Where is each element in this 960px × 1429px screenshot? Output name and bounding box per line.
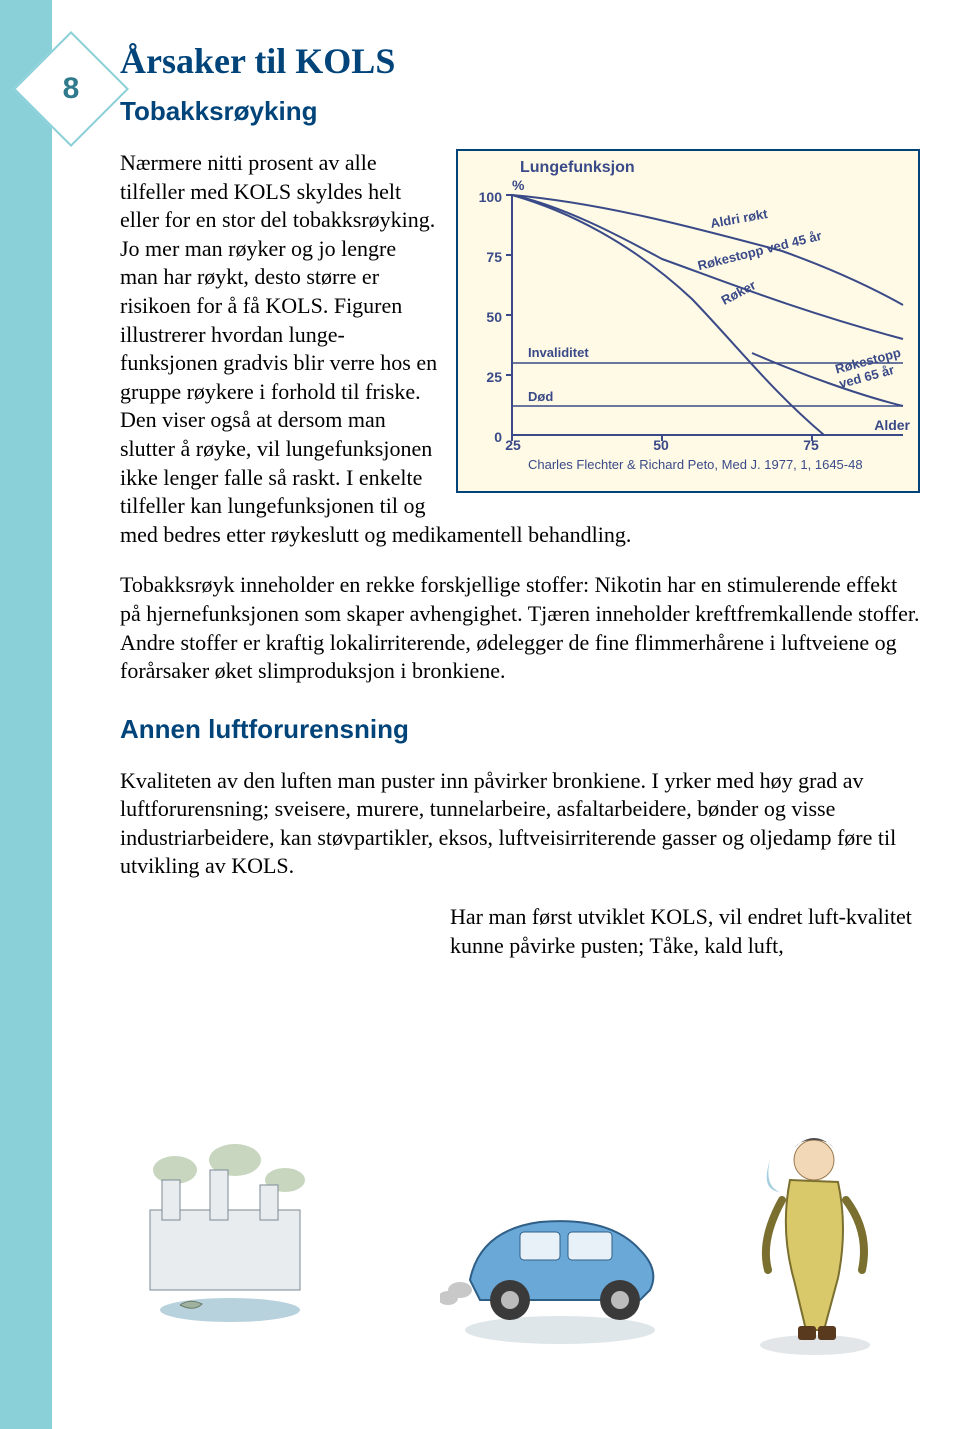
page-title: Årsaker til KOLS [120, 40, 920, 82]
paragraph-3: Kvaliteten av den luften man puster inn … [120, 767, 920, 881]
section-subtitle-2: Annen luftforurensning [120, 714, 920, 745]
lung-function-chart: Lungefunksjon % 100 75 50 25 0 25 50 75 … [456, 149, 920, 493]
chart-guide-label-dod: Død [528, 389, 553, 404]
left-gutter [0, 0, 52, 1429]
main-content: Årsaker til KOLS Tobakksrøyking Lungefun… [120, 40, 920, 960]
page-number: 8 [32, 50, 110, 128]
section-subtitle-1: Tobakksrøyking [120, 96, 920, 127]
illustration-person [720, 1120, 910, 1360]
paragraph-2: Tobakksrøyk inneholder en rekke forskjel… [120, 571, 920, 685]
illustration-car [440, 1160, 680, 1350]
paragraph-4: Har man først utviklet KOLS, vil endret … [450, 903, 920, 960]
chart-svg [458, 151, 918, 491]
illustration-factory [120, 1130, 350, 1330]
chart-guide-label-invaliditet: Invaliditet [528, 345, 589, 360]
chart-citation: Charles Flechter & Richard Peto, Med J. … [528, 457, 863, 472]
